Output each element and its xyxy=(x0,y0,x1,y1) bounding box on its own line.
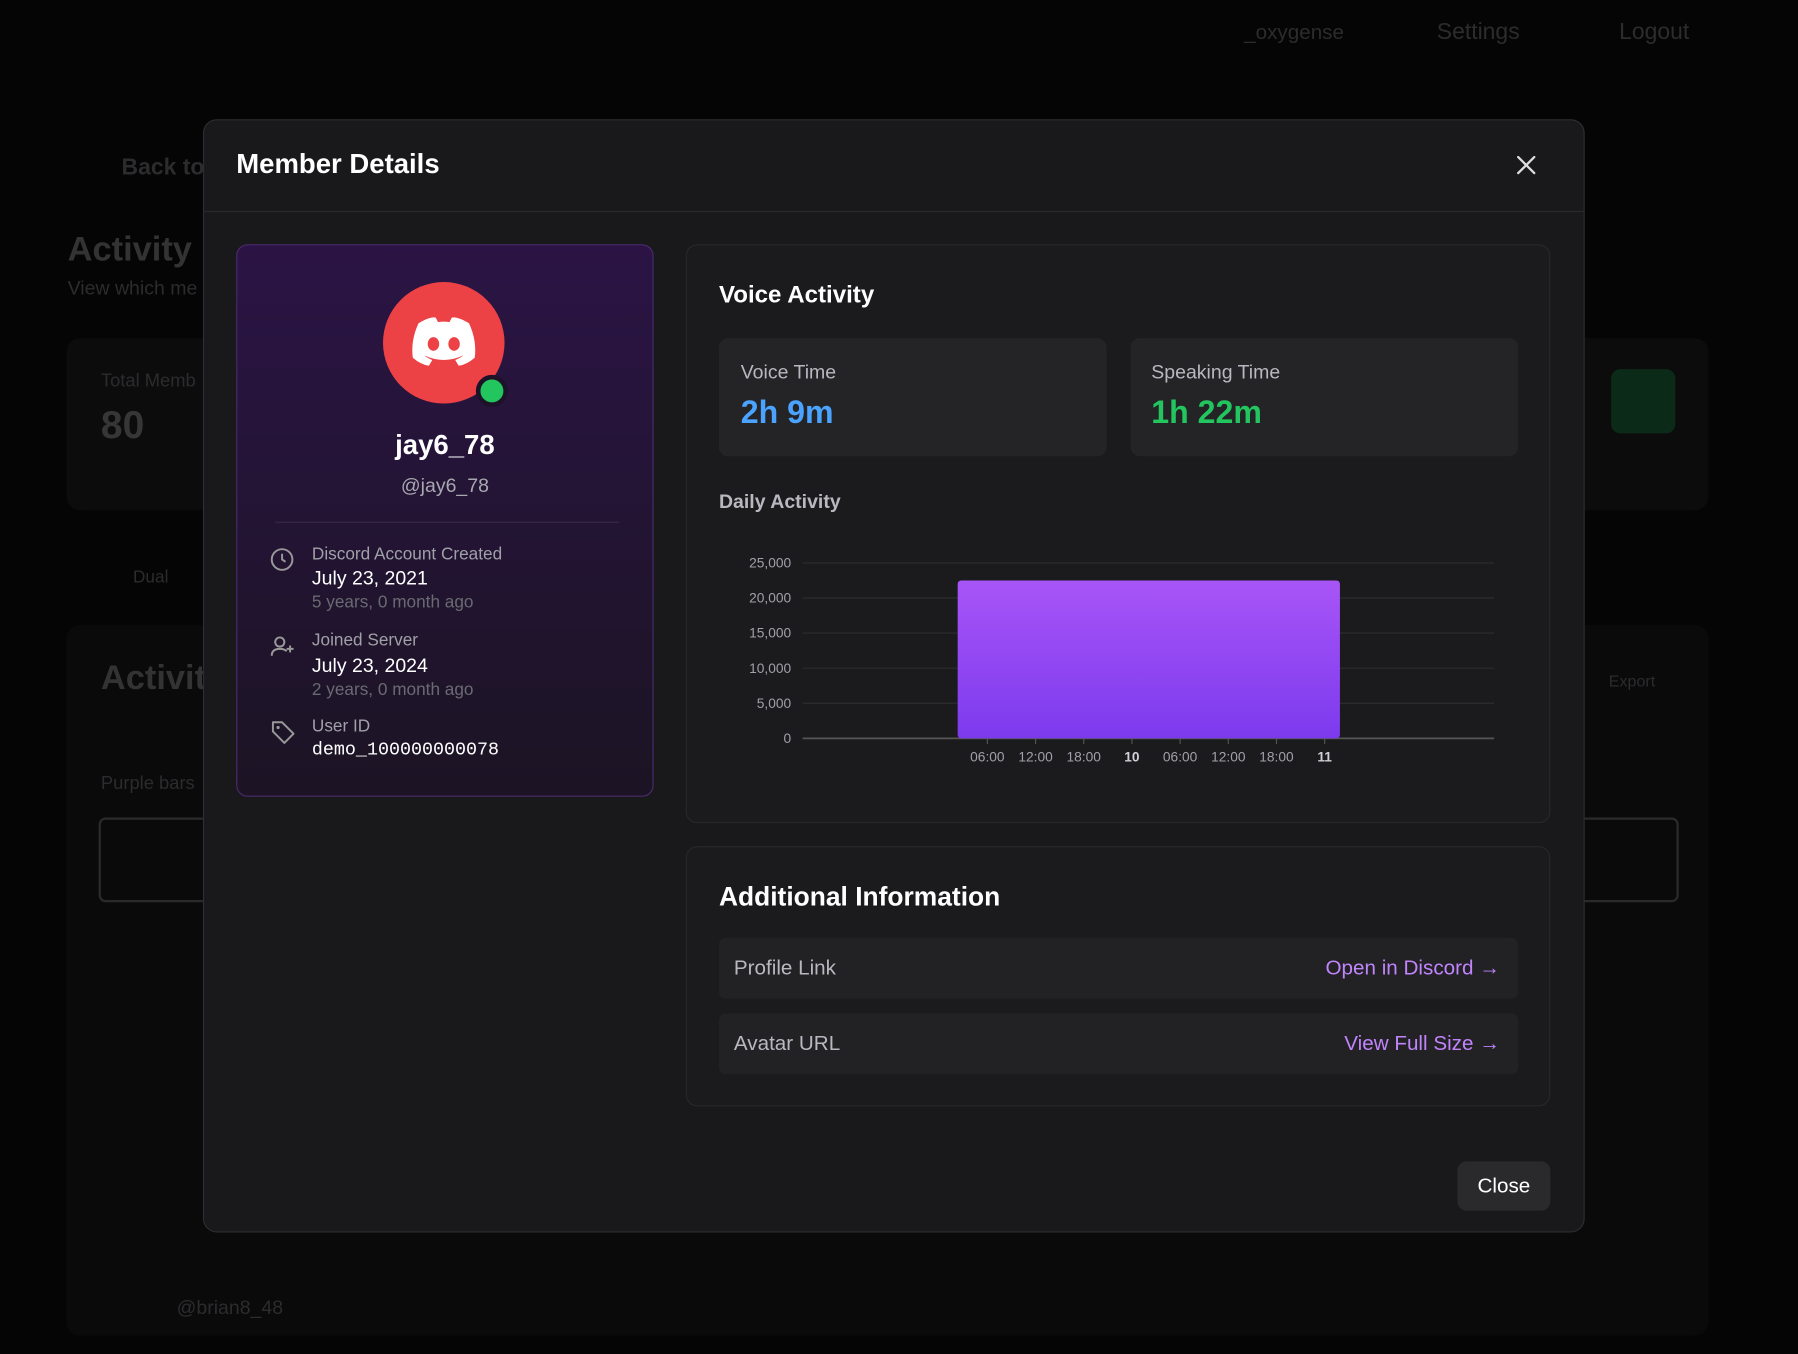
divider xyxy=(202,210,1585,213)
stat-label: Speaking Time xyxy=(1151,361,1281,383)
stat-label: Total Memb xyxy=(100,371,196,391)
profile-name: jay6_78 xyxy=(395,429,495,461)
trend-icon xyxy=(1611,369,1676,434)
field-value: demo_100000000078 xyxy=(311,739,500,761)
info-row xyxy=(718,1013,1519,1075)
field-note: 2 years, 0 month ago xyxy=(311,679,474,700)
stat-box xyxy=(1130,338,1519,457)
field-note: 5 years, 0 month ago xyxy=(311,592,474,613)
field-label: User ID xyxy=(311,716,371,737)
page-subheading: View which me xyxy=(67,277,198,300)
row-link[interactable]: Open in Discord → xyxy=(1325,956,1500,980)
modal-title: Member Details xyxy=(236,149,440,180)
filter-chip[interactable]: Dual xyxy=(133,567,169,587)
field-value: July 23, 2024 xyxy=(311,654,428,677)
nav-settings[interactable]: Settings xyxy=(1436,19,1520,45)
stat-box xyxy=(718,338,1107,457)
nav-user[interactable]: _oxygense xyxy=(1244,20,1344,44)
row-label: Avatar URL xyxy=(733,1031,841,1055)
hint: Purple bars xyxy=(100,773,195,794)
field-value: July 23, 2021 xyxy=(311,567,428,590)
stat-value: 80 xyxy=(100,403,145,448)
export-button[interactable]: Export xyxy=(1608,671,1656,691)
info-row xyxy=(718,937,1519,999)
back-link[interactable]: Back to xyxy=(121,154,205,180)
field-label: Joined Server xyxy=(311,630,419,651)
row-link[interactable]: View Full Size → xyxy=(1344,1031,1500,1055)
tag-icon xyxy=(271,721,295,744)
avatar xyxy=(382,282,508,408)
close-button[interactable]: Close xyxy=(1457,1161,1551,1211)
close-icon[interactable] xyxy=(1514,152,1539,177)
divider xyxy=(275,521,620,523)
stat-value: 1h 22m xyxy=(1151,394,1262,430)
chart-title: Daily Activity xyxy=(718,490,841,513)
nav-logout[interactable]: Logout xyxy=(1619,19,1690,45)
stat-label: Voice Time xyxy=(740,361,837,383)
panel-title: Voice Activity xyxy=(718,282,875,309)
row-label: Profile Link xyxy=(733,956,836,980)
clock-icon xyxy=(270,548,294,571)
member-handle[interactable]: @brian8_48 xyxy=(176,1296,284,1319)
panel-title: Additional Information xyxy=(718,881,1001,912)
section-title: Activit xyxy=(100,659,207,698)
stat-value: 2h 9m xyxy=(740,394,834,430)
profile-handle: @jay6_78 xyxy=(400,474,489,497)
page-heading: Activity xyxy=(67,230,192,269)
voice-panel xyxy=(685,244,1551,824)
user-plus-icon xyxy=(270,636,294,656)
field-label: Discord Account Created xyxy=(311,544,503,565)
